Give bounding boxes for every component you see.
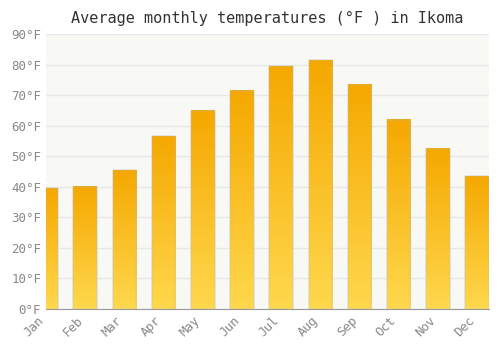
- Bar: [387, 120, 410, 309]
- Bar: [466, 176, 489, 309]
- Title: Average monthly temperatures (°F ) in Ikoma: Average monthly temperatures (°F ) in Ik…: [71, 11, 464, 26]
- Bar: [270, 66, 293, 309]
- Bar: [112, 170, 136, 309]
- Bar: [74, 187, 97, 309]
- Bar: [466, 176, 489, 309]
- Bar: [152, 136, 176, 309]
- Bar: [191, 111, 214, 309]
- Bar: [152, 136, 176, 309]
- Bar: [191, 111, 214, 309]
- Bar: [112, 170, 136, 309]
- Bar: [308, 60, 332, 309]
- Bar: [34, 188, 58, 309]
- Bar: [34, 188, 58, 309]
- Bar: [270, 66, 293, 309]
- Bar: [426, 149, 450, 309]
- Bar: [230, 91, 254, 309]
- Bar: [230, 91, 254, 309]
- Bar: [348, 85, 372, 309]
- Bar: [426, 149, 450, 309]
- Bar: [387, 120, 410, 309]
- Bar: [348, 85, 372, 309]
- Bar: [74, 187, 97, 309]
- Bar: [308, 60, 332, 309]
